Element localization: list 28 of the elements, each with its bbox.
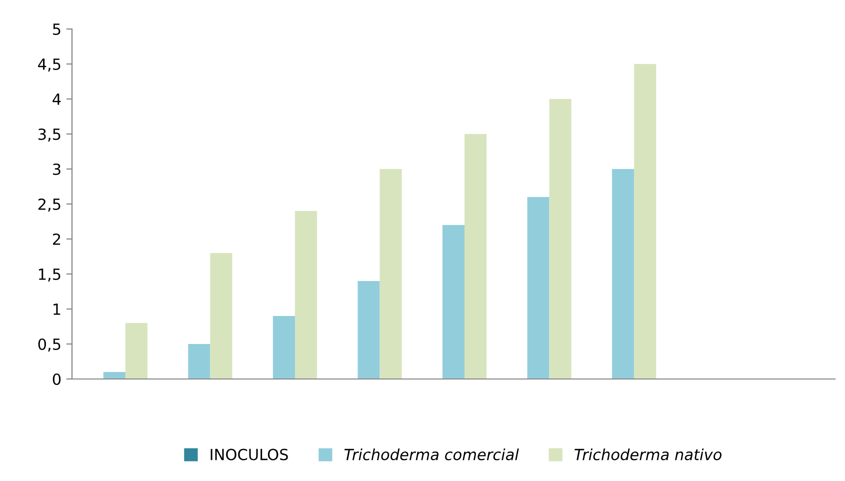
y-tick-label: 1,5	[38, 268, 60, 282]
bar	[358, 281, 380, 379]
y-tick-label: 0	[52, 373, 61, 386]
y-tick-label: 4,5	[38, 58, 60, 72]
legend-label: Trichoderma nativo	[574, 448, 722, 460]
legend-label: INOCULOS	[210, 448, 288, 460]
bar	[380, 169, 402, 379]
y-tick-label: 5	[53, 24, 60, 36]
bar	[442, 225, 465, 379]
y-tick-label: 3	[53, 163, 60, 176]
y-tick-label: 4	[52, 94, 61, 105]
y-tick-label: 1	[54, 304, 60, 315]
bar	[210, 253, 232, 379]
bar	[612, 169, 634, 379]
bar	[103, 372, 126, 379]
bar	[549, 99, 572, 379]
y-tick-label: 3,5	[38, 128, 60, 142]
y-tick-label: 0,5	[38, 338, 60, 352]
bar	[634, 64, 656, 379]
bar	[272, 316, 295, 379]
legend-label: Trichoderma comercial	[344, 448, 519, 460]
bar	[464, 134, 487, 379]
y-tick-label: 2,5	[38, 198, 60, 212]
bar	[294, 211, 318, 379]
bar	[188, 344, 210, 379]
y-tick-label: 2	[52, 233, 60, 245]
bar	[125, 323, 148, 379]
bar	[527, 197, 550, 379]
